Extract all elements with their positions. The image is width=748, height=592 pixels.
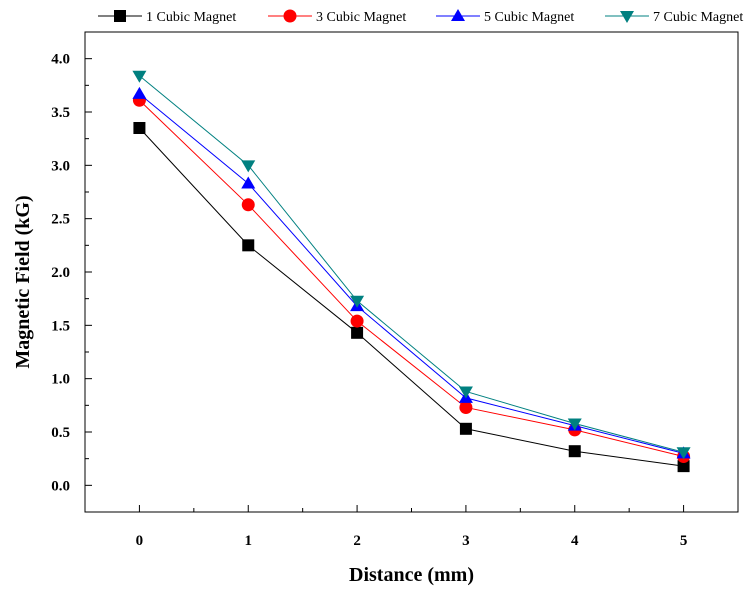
data-point [241,198,255,212]
data-point [132,86,147,99]
series-line [139,75,684,453]
legend: 1 Cubic Magnet 3 Cubic Magnet 5 Cubic Magn… [98,9,743,25]
x-tick-label: 5 [680,533,688,549]
y-tick-label: 1.5 [51,318,70,334]
legend-entry: 1 Cubic Magnet [98,10,236,25]
legend-label: 7 Cubic Magnet [653,10,743,25]
y-tick-label: 0.0 [51,478,70,494]
series-line [139,93,684,454]
legend-marker [283,9,297,23]
data-point [241,160,256,173]
data-point [132,70,147,83]
series-3 [132,86,691,459]
y-tick-label: 0.5 [51,425,70,441]
legend-entry: 5 Cubic Magnet [436,9,574,25]
legend-marker [620,11,634,23]
y-tick-label: 3.5 [51,105,70,121]
series-layer [132,70,691,473]
series-2 [132,93,691,464]
y-axis-title: Magnetic Field (kG) [12,195,34,368]
data-point [458,386,473,399]
x-tick-label: 0 [136,533,144,549]
series-line [139,99,684,458]
data-point [677,460,690,473]
legend-marker [451,9,465,21]
data-point [459,422,472,435]
data-point [676,447,691,460]
legend-entry: 3 Cubic Magnet [268,9,406,25]
plot-frame [84,31,739,513]
legend-entry: 7 Cubic Magnet [605,10,743,25]
data-point [459,400,473,414]
y-tick-label: 2.5 [51,212,70,228]
x-tick-label: 2 [353,533,361,549]
data-point [351,326,364,339]
data-point [133,122,146,134]
y-tick-label: 2.0 [51,265,70,281]
x-tick-label: 3 [462,533,470,549]
x-tick-label: 1 [245,533,253,549]
x-axis: 0 1 2 3 4 5 [136,505,688,549]
data-point [350,295,365,308]
series-line [139,127,684,467]
series-1 [133,122,690,473]
y-tick-label: 4.0 [51,52,70,68]
data-point [567,418,582,431]
data-point [568,445,581,458]
y-axis: 0.0 0.5 1.0 1.5 2.0 2.5 3.0 3.5 4.0 [51,52,92,513]
legend-label: 1 Cubic Magnet [146,10,236,25]
x-axis-title: Distance (mm) [349,564,474,586]
y-tick-label: 1.0 [51,372,70,388]
series-4 [132,70,691,460]
data-point [241,176,256,189]
x-tick-label: 4 [571,533,579,549]
legend-label: 5 Cubic Magnet [484,10,574,25]
y-tick-label: 3.0 [51,158,70,174]
data-point [242,239,255,252]
legend-label: 3 Cubic Magnet [316,10,406,25]
legend-marker [114,10,126,22]
data-point [350,314,364,328]
